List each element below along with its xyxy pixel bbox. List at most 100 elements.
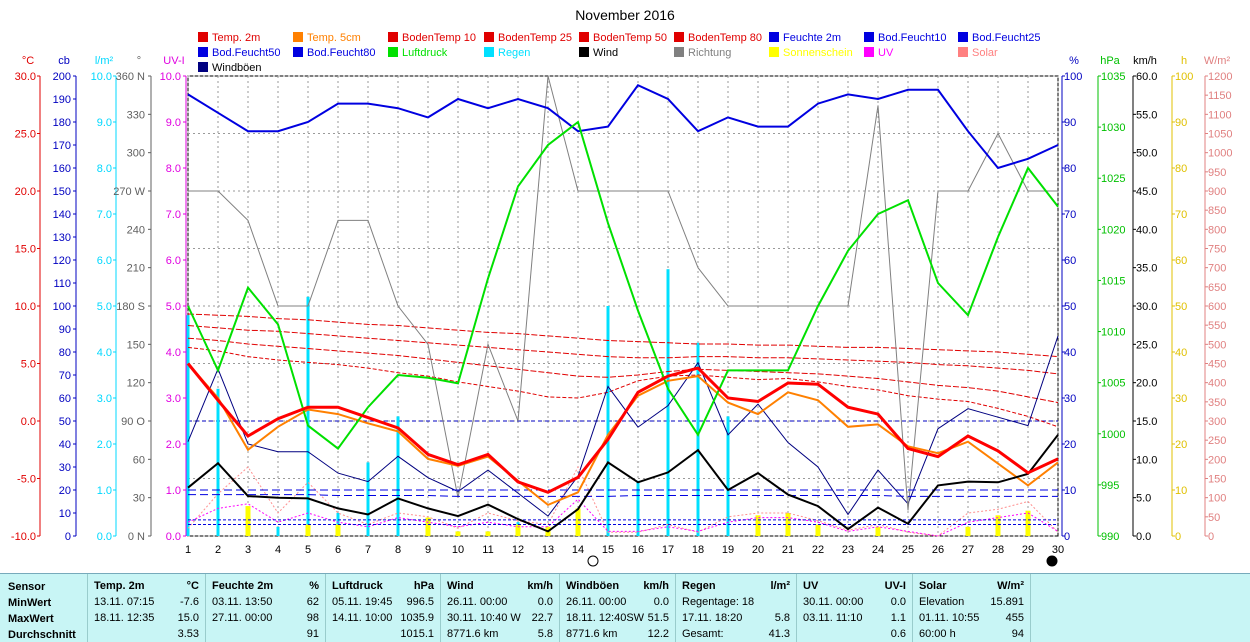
tick-label-dir: 30	[133, 493, 145, 505]
tick-label-temp: -5.0	[17, 474, 36, 486]
legend-label: Bod.Feucht80	[307, 47, 376, 59]
tick-label-temp: 20.0	[15, 186, 36, 198]
tick-label-solar: 250	[1208, 435, 1226, 447]
bar-sonnenschein	[305, 524, 311, 536]
tick-label-hum: 10	[1064, 485, 1076, 497]
tick-label-solar: 0	[1208, 531, 1214, 543]
stats-value: 0.0	[537, 596, 553, 608]
x-tick-label: 17	[662, 544, 674, 556]
tick-label-solar: 950	[1208, 167, 1226, 179]
tick-label-solar: 450	[1208, 359, 1226, 371]
legend-swatch	[198, 47, 208, 57]
bar-regen	[366, 462, 370, 536]
tick-label-wind: 0.0	[1136, 531, 1151, 543]
tick-label-press: 990	[1101, 531, 1119, 543]
series-line-temp-2m	[186, 362, 1059, 494]
stats-block: UV UV-I 30.11. 00:00 0.0 03.11. 11:10 1.1 0.6	[797, 574, 913, 642]
tick-label-temp: 0.0	[21, 416, 36, 428]
tick-label-solar: 850	[1208, 205, 1226, 217]
stats-time: 27.11. 00:00	[212, 612, 273, 624]
x-tick-label: 7	[365, 544, 371, 556]
legend-swatch	[579, 47, 589, 57]
stats-sensor-unit: km/h	[643, 580, 669, 592]
tick-label-solar: 700	[1208, 263, 1226, 275]
tick-label-cb: 40	[59, 439, 71, 451]
tick-label-rain: 3.0	[97, 393, 112, 405]
tick-label-solar: 300	[1208, 416, 1226, 428]
bar-sonnenschein	[965, 526, 971, 536]
bar-sonnenschein	[815, 524, 821, 536]
series-line-feuchte-2m	[187, 83, 1059, 170]
tick-label-dir: 60	[133, 454, 145, 466]
tick-label-dir: 90 O	[121, 416, 145, 428]
legend-label: Sonnenschein	[783, 47, 853, 59]
stats-value: 0.0	[653, 596, 669, 608]
legend-swatch	[198, 62, 208, 72]
axis-label-rain: l/m²	[95, 55, 114, 67]
tick-label-sun: 90	[1175, 117, 1187, 129]
stats-time: 17.11. 18:20	[682, 612, 743, 624]
series-line-bodentemp-50	[187, 325, 1059, 375]
bar-regen	[726, 416, 730, 536]
tick-label-sun: 10	[1175, 485, 1187, 497]
axis-label-sun: h	[1181, 55, 1187, 67]
legend-label: Feuchte 2m	[783, 32, 841, 44]
tick-label-rain: 1.0	[97, 485, 112, 497]
tick-label-wind: 40.0	[1136, 224, 1157, 236]
tick-label-solar: 350	[1208, 397, 1226, 409]
legend-swatch	[388, 47, 398, 57]
tick-label-dir: 270 W	[113, 186, 145, 198]
x-tick-label: 23	[842, 544, 854, 556]
stats-value: 3.53	[177, 628, 199, 640]
bar-regen	[186, 315, 190, 536]
tick-label-hum: 40	[1064, 347, 1076, 359]
stats-time: 30.11. 00:00	[803, 596, 864, 608]
x-tick-label: 8	[395, 544, 401, 556]
stats-value: 62	[306, 596, 319, 608]
legend-label: Richtung	[688, 47, 731, 59]
legend-swatch	[293, 32, 303, 42]
stats-sensor-name: UV	[803, 580, 819, 592]
series-line-bodentemp-10	[187, 346, 1059, 428]
x-tick-label: 15	[602, 544, 614, 556]
tick-label-press: 1010	[1101, 327, 1125, 339]
tick-label-solar: 1150	[1208, 90, 1232, 102]
stats-time: 8771.6 km	[566, 628, 618, 640]
x-tick-label: 18	[692, 544, 704, 556]
stats-time: Elevation	[919, 596, 965, 608]
stats-sensor-unit: UV-I	[884, 580, 906, 592]
bar-regen	[696, 342, 700, 536]
tick-label-hum: 20	[1064, 439, 1076, 451]
tick-label-cb: 100	[53, 301, 71, 313]
tick-label-solar: 600	[1208, 301, 1226, 313]
tick-label-cb: 190	[53, 94, 71, 106]
x-tick-label: 27	[962, 544, 974, 556]
tick-label-wind: 30.0	[1136, 301, 1157, 313]
tick-label-hum: 60	[1064, 255, 1076, 267]
bar-sonnenschein	[575, 508, 581, 536]
tick-label-hum: 30	[1064, 393, 1076, 405]
x-tick-label: 16	[632, 544, 644, 556]
stats-value: 51.5	[647, 612, 669, 624]
bar-sonnenschein	[1025, 510, 1031, 536]
tick-label-rain: 6.0	[97, 255, 112, 267]
stats-value: 41.3	[768, 628, 790, 640]
stats-time: 8771.6 km	[447, 628, 499, 640]
tick-label-dir: 0 N	[128, 531, 145, 543]
stats-block: Solar W/m² Elevation 15.891 01.11. 10:55 455 6…	[913, 574, 1031, 642]
tick-label-dir: 330	[127, 109, 145, 121]
axis-label-wind: km/h	[1133, 55, 1157, 67]
legend-label: Windböen	[212, 62, 262, 74]
tick-label-wind: 5.0	[1136, 493, 1151, 505]
tick-label-solar: 500	[1208, 339, 1226, 351]
bar-sonnenschein	[485, 531, 491, 536]
tick-label-wind: 25.0	[1136, 339, 1157, 351]
tick-label-uv: 2.0	[166, 439, 181, 451]
legend-swatch	[864, 47, 874, 57]
tick-label-rain: 2.0	[97, 439, 112, 451]
tick-label-sun: 20	[1175, 439, 1187, 451]
tick-label-solar: 150	[1208, 474, 1226, 486]
stats-time: Regentage: 18	[682, 596, 755, 608]
stats-time: 18.11. 12:40SW	[566, 612, 645, 624]
stats-value: 1.1	[890, 612, 906, 624]
